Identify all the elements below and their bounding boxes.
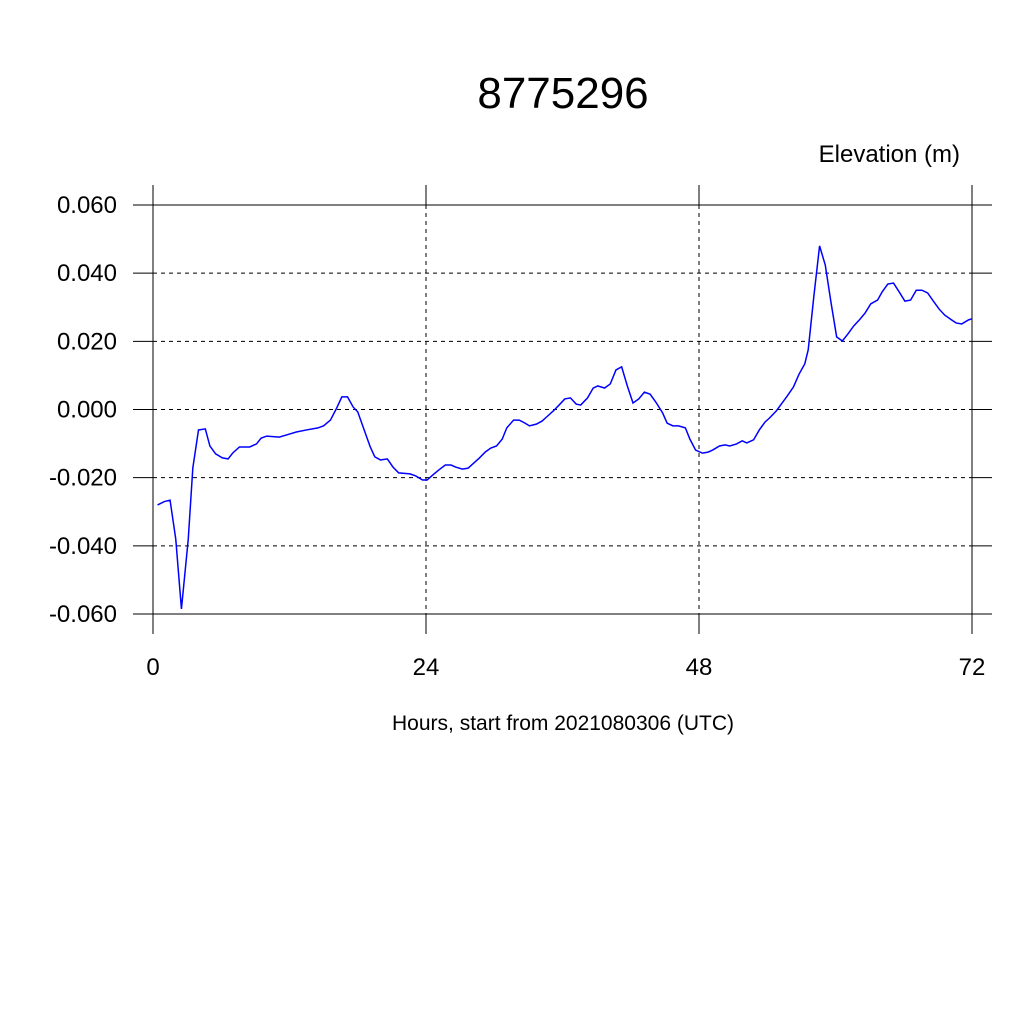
x-tick-label: 24: [413, 654, 440, 681]
x-tick-label: 48: [686, 654, 713, 681]
y-tick-label: -0.020: [49, 465, 117, 492]
y-tick-label: 0.060: [57, 192, 117, 219]
x-axis-label: Hours, start from 2021080306 (UTC): [392, 712, 734, 735]
y-axis-label: Elevation (m): [819, 141, 960, 168]
chart-title: 8775296: [477, 69, 648, 118]
data-line: [157, 245, 973, 609]
x-tick-label: 72: [959, 654, 986, 681]
y-tick-label: 0.040: [57, 260, 117, 287]
y-tick-label: -0.040: [49, 533, 117, 560]
y-tick-label: 0.020: [57, 328, 117, 355]
x-tick-label: 0: [146, 654, 159, 681]
y-tick-label: 0.000: [57, 397, 117, 424]
y-tick-label: -0.060: [49, 601, 117, 628]
